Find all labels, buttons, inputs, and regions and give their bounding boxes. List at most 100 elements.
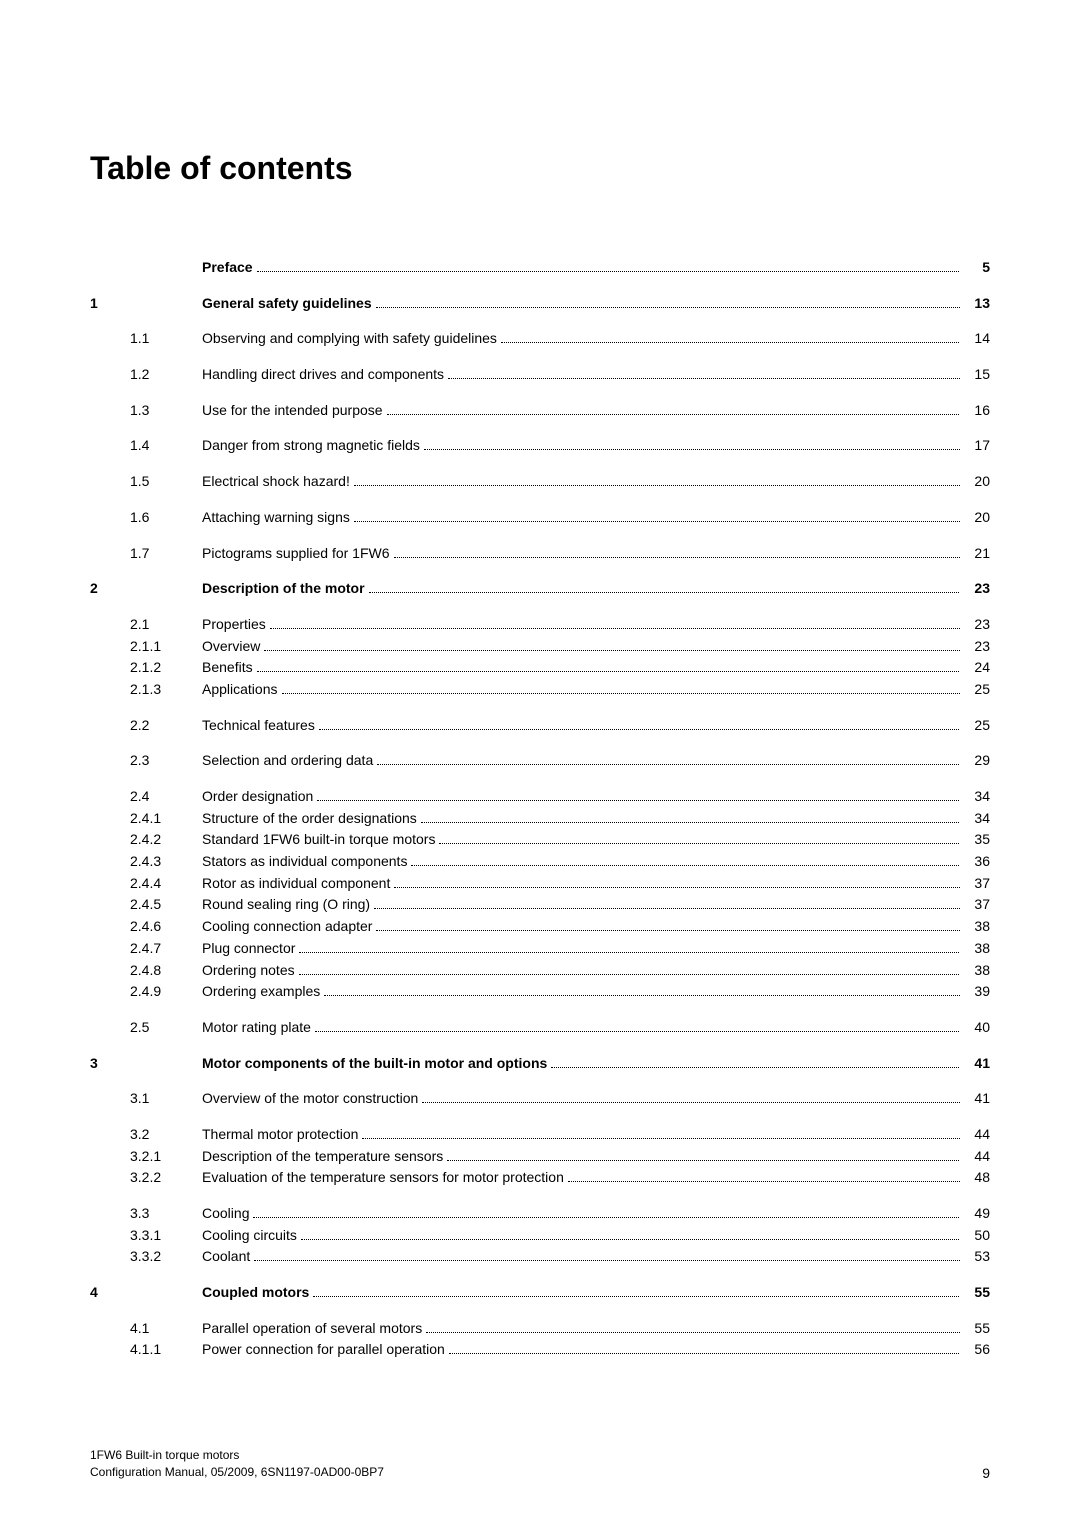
toc-entry-title-text: Cooling circuits (202, 1227, 299, 1243)
toc-entry-title: Standard 1FW6 built-in torque motors (202, 829, 960, 851)
toc-entry-title: Description of the motor (202, 578, 960, 600)
toc-entry-title-text: Parallel operation of several motors (202, 1320, 424, 1336)
toc-entry-title: Rotor as individual component (202, 873, 960, 895)
toc-entry-title: Properties (202, 614, 960, 636)
toc-entry-title: Stators as individual components (202, 851, 960, 873)
toc-section-number: 2.4 (130, 786, 202, 808)
toc-entry-title: Description of the temperature sensors (202, 1146, 960, 1168)
toc-entry-title: Cooling connection adapter (202, 916, 960, 938)
toc-entry-title-text: Cooling (202, 1205, 251, 1221)
toc-entry-title-text: Benefits (202, 659, 255, 675)
toc-entry-title: Observing and complying with safety guid… (202, 328, 960, 350)
toc-entry-title-text: Ordering notes (202, 962, 297, 978)
toc-row: 2.1.3Applications25 (90, 679, 990, 701)
toc-page-number: 39 (960, 981, 990, 1003)
toc-row: 4.1.1Power connection for parallel opera… (90, 1339, 990, 1361)
toc-section-number: 2.2 (130, 715, 202, 737)
toc-chapter-number: 2 (90, 578, 130, 600)
toc-page-number: 55 (960, 1318, 990, 1340)
toc-entry-title-text: Motor rating plate (202, 1019, 313, 1035)
toc-section-number: 4.1.1 (130, 1339, 202, 1361)
toc-entry-title: Plug connector (202, 938, 960, 960)
toc-section-number: 1.6 (130, 507, 202, 529)
toc-row: 3.2Thermal motor protection44 (90, 1124, 990, 1146)
footer-line-1: 1FW6 Built-in torque motors (90, 1447, 384, 1464)
toc-row: 1.5Electrical shock hazard!20 (90, 471, 990, 493)
toc-page-number: 13 (960, 293, 990, 315)
toc-row: 3.3.2Coolant53 (90, 1246, 990, 1268)
toc-chapter-number: 4 (90, 1282, 130, 1304)
toc-entry-title: Cooling (202, 1203, 960, 1225)
toc-entry-title-text: Order designation (202, 788, 315, 804)
toc-entry-title: General safety guidelines (202, 293, 960, 315)
toc-entry-title-text: Properties (202, 616, 268, 632)
toc-entry-title-text: Motor components of the built-in motor a… (202, 1055, 549, 1071)
toc-entry-title-text: Description of the motor (202, 580, 367, 596)
toc-entry-title: Power connection for parallel operation (202, 1339, 960, 1361)
toc-entry-title: Preface (202, 257, 960, 279)
toc-row: 2.4Order designation 34 (90, 786, 990, 808)
toc-entry-title-text: Observing and complying with safety guid… (202, 330, 499, 346)
toc-page-number: 29 (960, 750, 990, 772)
toc-entry-title-text: Structure of the order designations (202, 810, 419, 826)
toc-page-number: 16 (960, 400, 990, 422)
toc-entry-title: Pictograms supplied for 1FW6 (202, 543, 960, 565)
toc-page-number: 34 (960, 786, 990, 808)
toc-row: 2.4.8Ordering notes38 (90, 960, 990, 982)
toc-entry-title: Motor rating plate (202, 1017, 960, 1039)
toc-row: 3.2.2Evaluation of the temperature senso… (90, 1167, 990, 1189)
toc-page-number: 44 (960, 1124, 990, 1146)
toc-section-number: 1.1 (130, 328, 202, 350)
toc-row: 3Motor components of the built-in motor … (90, 1053, 990, 1075)
toc-entry-title-text: Overview (202, 638, 262, 654)
toc-entry-title-text: Rotor as individual component (202, 875, 392, 891)
toc-row: 1.6Attaching warning signs20 (90, 507, 990, 529)
toc-page-number: 56 (960, 1339, 990, 1361)
toc-page-number: 21 (960, 543, 990, 565)
toc-row: 4Coupled motors55 (90, 1282, 990, 1304)
toc-section-number: 2.4.8 (130, 960, 202, 982)
page-footer: 1FW6 Built-in torque motors Configuratio… (90, 1447, 990, 1481)
toc-page-number: 44 (960, 1146, 990, 1168)
toc-page-number: 24 (960, 657, 990, 679)
toc-page-number: 55 (960, 1282, 990, 1304)
table-of-contents: Preface51General safety guidelines131.1O… (90, 257, 990, 1361)
toc-page-number: 25 (960, 679, 990, 701)
toc-page-number: 23 (960, 636, 990, 658)
toc-entry-title: Electrical shock hazard! (202, 471, 960, 493)
toc-section-number: 1.2 (130, 364, 202, 386)
toc-entry-title: Cooling circuits (202, 1225, 960, 1247)
toc-page-number: 38 (960, 938, 990, 960)
toc-section-number: 1.7 (130, 543, 202, 565)
toc-section-number: 2.4.4 (130, 873, 202, 895)
toc-row: 2.5Motor rating plate40 (90, 1017, 990, 1039)
toc-section-number: 3.2.1 (130, 1146, 202, 1168)
toc-entry-title: Danger from strong magnetic fields (202, 435, 960, 457)
toc-section-number: 2.4.7 (130, 938, 202, 960)
toc-page-number: 14 (960, 328, 990, 350)
toc-page-number: 41 (960, 1088, 990, 1110)
toc-section-number: 2.1.3 (130, 679, 202, 701)
toc-page-number: 15 (960, 364, 990, 386)
toc-entry-title-text: Selection and ordering data (202, 752, 375, 768)
toc-row: 4.1Parallel operation of several motors 5… (90, 1318, 990, 1340)
toc-row: 2.1Properties23 (90, 614, 990, 636)
toc-row: 3.3Cooling49 (90, 1203, 990, 1225)
toc-row: 2.4.2Standard 1FW6 built-in torque motor… (90, 829, 990, 851)
toc-page-number: 48 (960, 1167, 990, 1189)
toc-section-number: 1.5 (130, 471, 202, 493)
toc-section-number: 3.2 (130, 1124, 202, 1146)
toc-row: 2.4.3Stators as individual components36 (90, 851, 990, 873)
toc-row: 3.1Overview of the motor construction41 (90, 1088, 990, 1110)
toc-entry-title: Order designation (202, 786, 960, 808)
toc-section-number: 1.3 (130, 400, 202, 422)
toc-entry-title-text: Round sealing ring (O ring) (202, 896, 372, 912)
toc-section-number: 2.4.3 (130, 851, 202, 873)
toc-section-number: 4.1 (130, 1318, 202, 1340)
toc-section-number: 2.1.1 (130, 636, 202, 658)
toc-page-number: 17 (960, 435, 990, 457)
toc-page-number: 20 (960, 507, 990, 529)
toc-page-number: 25 (960, 715, 990, 737)
toc-row: 2Description of the motor23 (90, 578, 990, 600)
toc-section-number: 3.1 (130, 1088, 202, 1110)
